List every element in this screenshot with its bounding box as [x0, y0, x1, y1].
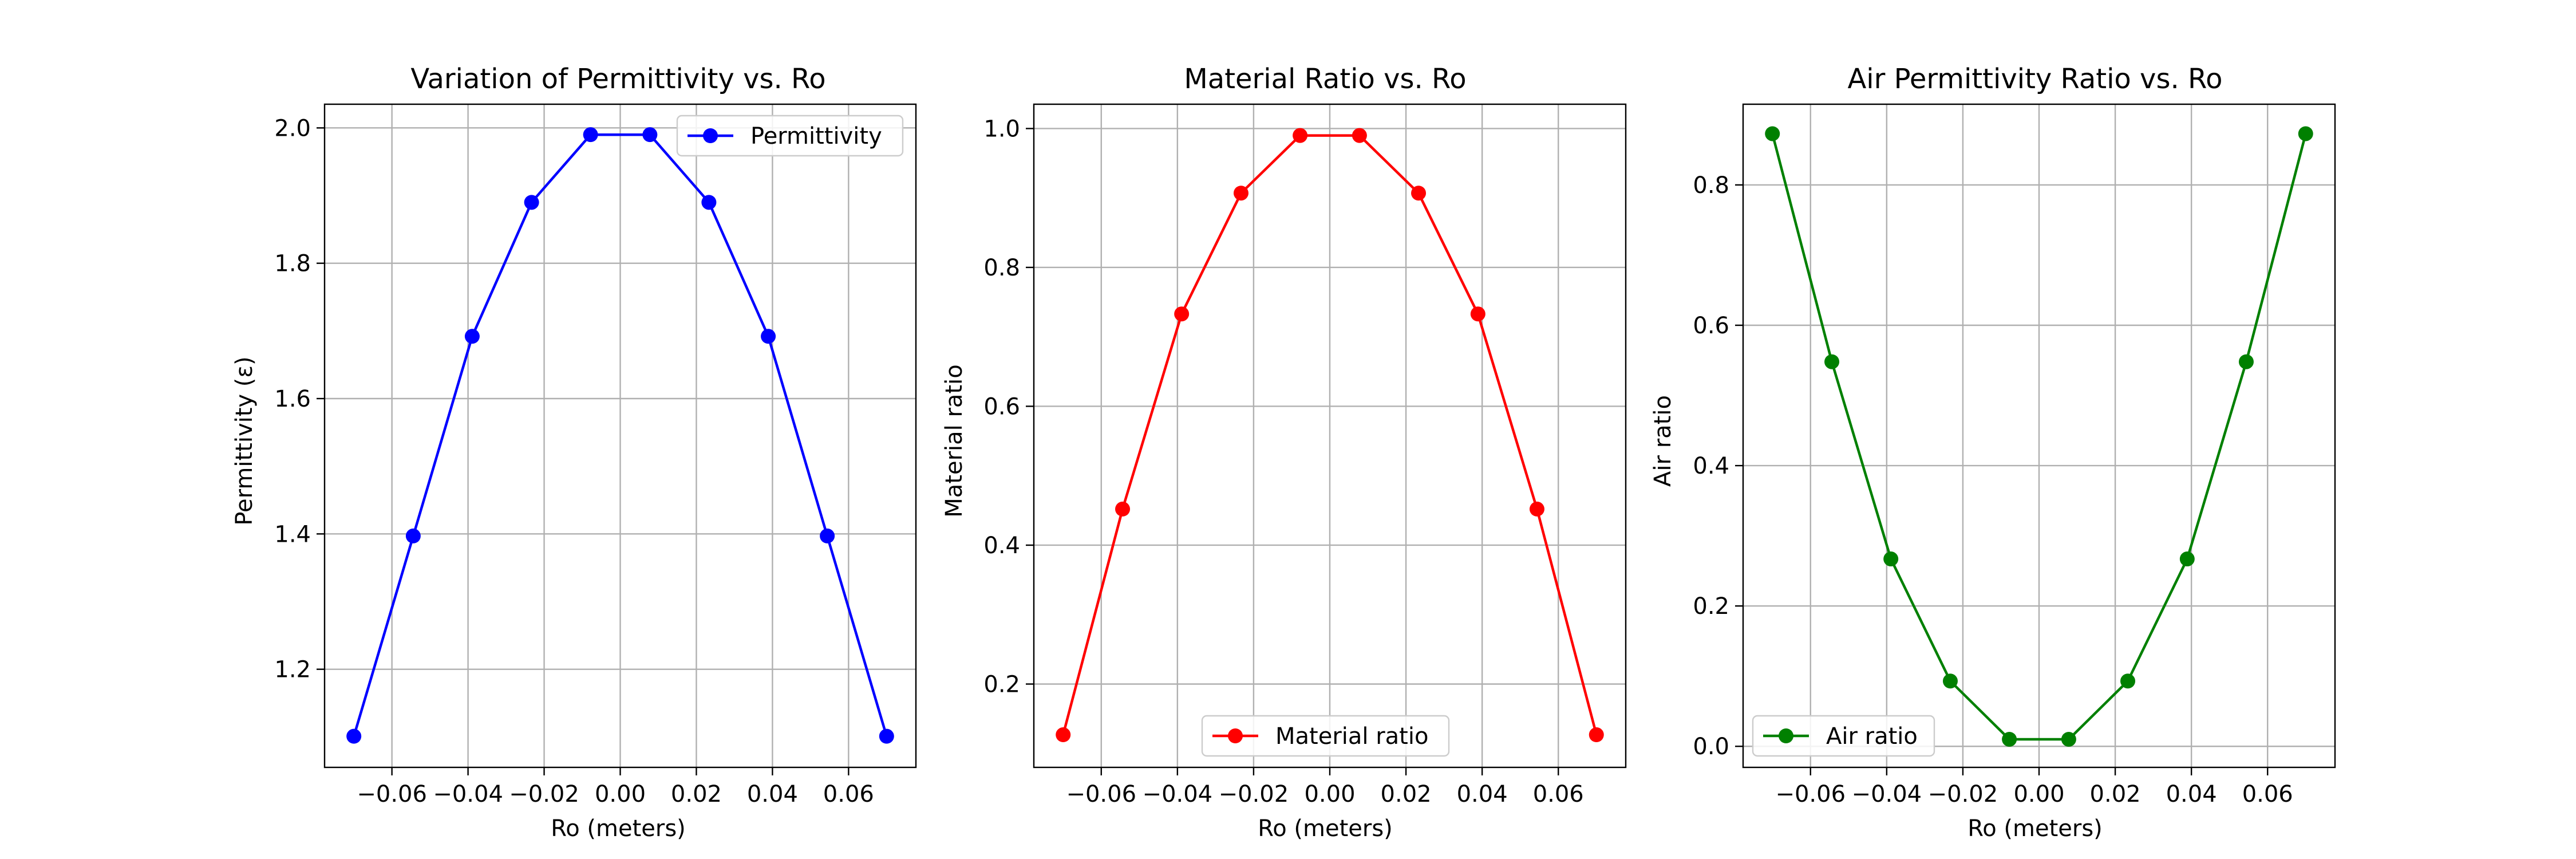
data-point	[701, 195, 717, 210]
x-tick-label: 0.04	[2166, 781, 2217, 807]
y-tick-label: 0.6	[983, 393, 1020, 420]
plot-area: −0.06 −0.04 −0.02 0.00 0.02 0.04 0.06 1.2 1.4 1.6…	[274, 103, 917, 807]
axes-frame	[1033, 103, 1627, 769]
x-tick-label: 0.02	[2090, 781, 2141, 807]
data-point	[761, 329, 776, 344]
x-axis-label: Ro (meters)	[1967, 815, 2103, 842]
x-tick-label: 0.00	[1304, 781, 1355, 807]
series-line	[1062, 134, 1598, 735]
data-point	[524, 195, 539, 210]
x-tick-label: −0.02	[509, 781, 579, 807]
y-tick-label: 1.0	[983, 116, 1020, 142]
y-axis-label: Material ratio	[941, 364, 967, 517]
data-point	[1056, 727, 1071, 743]
x-tick-label: −0.04	[1852, 781, 1922, 807]
data-point	[2120, 673, 2136, 689]
data-point	[2002, 731, 2017, 747]
legend-label: Permittivity	[750, 123, 882, 149]
data-point	[1883, 551, 1899, 567]
legend-label: Material ratio	[1275, 723, 1428, 750]
legend-box	[1752, 715, 1935, 757]
x-tick-label: 0.04	[747, 781, 798, 807]
x-tick-label: 0.06	[2242, 781, 2293, 807]
y-tick-label: 0.8	[983, 255, 1020, 281]
y-tick-label: 0.4	[1693, 453, 1729, 479]
data-point	[1293, 128, 1308, 143]
data-point	[879, 728, 894, 744]
legend-box	[1201, 715, 1450, 757]
data-point	[1529, 501, 1544, 517]
data-point	[2179, 551, 2195, 567]
data-point	[1470, 306, 1485, 322]
y-tick-label: 0.2	[983, 671, 1020, 698]
legend-swatch-marker	[703, 128, 718, 143]
y-axis-label: Permittivity (ε)	[231, 356, 258, 525]
axes-frame	[323, 103, 917, 769]
chart-title: Air Permittivity Ratio vs. Ro	[1847, 63, 2222, 95]
y-tick-label: 0.6	[1693, 313, 1729, 339]
plot-area: −0.06 −0.04 −0.02 0.00 0.02 0.04 0.06 0.2 0.4 0.6…	[983, 103, 1627, 807]
x-tick-label: 0.06	[823, 781, 874, 807]
x-axis-label: Ro (meters)	[551, 815, 686, 842]
x-axis-label: Ro (meters)	[1258, 815, 1393, 842]
data-point	[1589, 727, 1604, 743]
x-tick-label: 0.02	[671, 781, 722, 807]
y-tick-label: 0.4	[983, 533, 1020, 559]
data-point	[1411, 186, 1427, 201]
legend-box	[676, 115, 904, 157]
y-tick-label: 0.2	[1693, 593, 1729, 620]
y-tick-label: 1.2	[274, 657, 311, 683]
data-point	[642, 127, 658, 143]
data-point	[2061, 731, 2076, 747]
y-tick-label: 1.4	[274, 521, 311, 547]
x-tick-label: −0.06	[1775, 781, 1846, 807]
legend-swatch-marker	[1779, 728, 1793, 743]
y-tick-label: 0.8	[1693, 172, 1729, 199]
data-point	[1824, 354, 1840, 369]
x-tick-label: −0.06	[357, 781, 427, 807]
x-tick-label: −0.06	[1066, 781, 1136, 807]
y-tick-label: 1.6	[274, 386, 311, 412]
y-tick-label: 1.8	[274, 251, 311, 277]
y-axis-label: Air ratio	[1650, 395, 1676, 487]
data-point	[1765, 126, 1780, 141]
data-point	[1352, 128, 1367, 143]
y-tick-label: 2.0	[274, 115, 311, 141]
chart-panel-permittivity: Variation of Permittivity vs. Ro Ro (met…	[231, 63, 917, 842]
x-tick-label: −0.04	[433, 781, 503, 807]
x-tick-label: 0.06	[1533, 781, 1584, 807]
chart-title: Variation of Permittivity vs. Ro	[410, 63, 825, 95]
data-point	[405, 528, 421, 543]
data-point	[2298, 126, 2313, 141]
data-point	[1174, 306, 1190, 322]
legend-swatch-marker	[1228, 728, 1243, 743]
data-point	[2238, 354, 2254, 369]
chart-title: Material Ratio vs. Ro	[1184, 63, 1466, 95]
y-tick-label: 0.0	[1693, 734, 1729, 760]
data-point	[1942, 673, 1958, 689]
data-point	[346, 728, 362, 744]
x-tick-label: 0.04	[1457, 781, 1508, 807]
x-tick-label: −0.04	[1143, 781, 1213, 807]
data-point	[464, 329, 480, 344]
chart-panel-air-ratio: Air Permittivity Ratio vs. Ro Ro (meters…	[1650, 63, 2336, 842]
plot-area: −0.06 −0.04 −0.02 0.00 0.02 0.04 0.06 0.0 0.2 0.4…	[1693, 103, 2336, 807]
x-tick-label: 0.00	[2013, 781, 2064, 807]
legend-label: Air ratio	[1826, 723, 1918, 750]
data-point	[583, 127, 598, 143]
data-point	[820, 528, 835, 543]
axes-frame	[1742, 103, 2336, 769]
x-tick-label: 0.00	[595, 781, 646, 807]
series-line	[353, 133, 888, 737]
x-tick-label: −0.02	[1928, 781, 1998, 807]
x-tick-label: 0.02	[1381, 781, 1432, 807]
chart-panel-material-ratio: Material Ratio vs. Ro Ro (meters) Materi…	[941, 63, 1627, 842]
data-point	[1115, 501, 1131, 517]
series-line	[1771, 133, 2307, 741]
x-tick-label: −0.02	[1219, 781, 1289, 807]
data-point	[1233, 186, 1249, 201]
